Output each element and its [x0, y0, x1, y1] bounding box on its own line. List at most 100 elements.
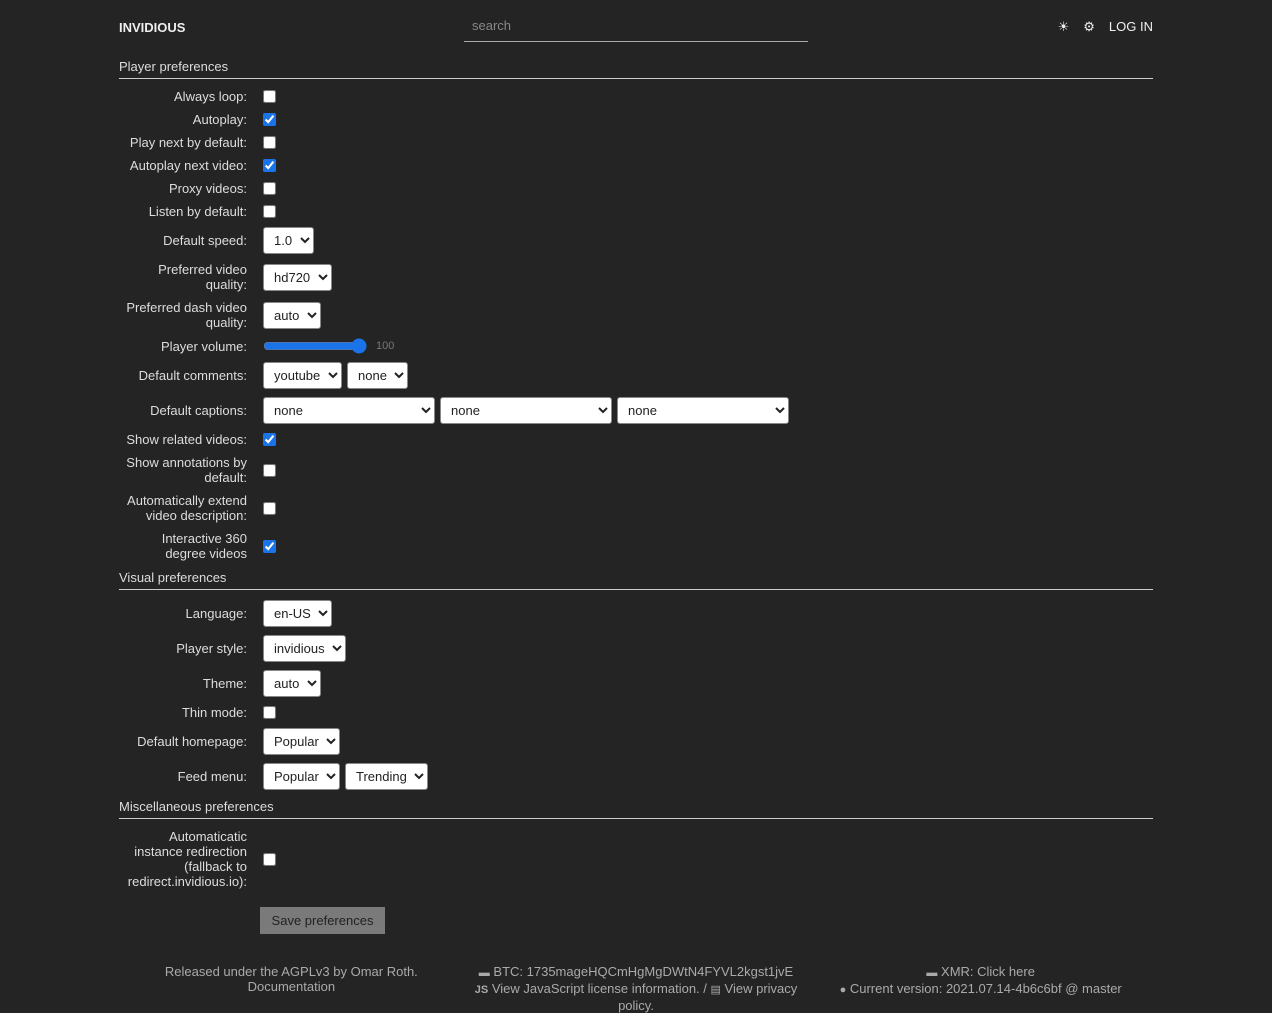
- checkbox[interactable]: [263, 501, 276, 515]
- pref-label: Default captions:: [150, 403, 247, 418]
- brand[interactable]: INVIDIOUS: [119, 20, 186, 35]
- container: INVIDIOUS search ☀ ⚙ LOG IN Player prefe…: [119, 0, 1153, 1013]
- links-row: JS View JavaScript license information. …: [464, 981, 809, 1013]
- dropdown[interactable]: invidious: [263, 635, 346, 662]
- dropdown[interactable]: hd720: [263, 263, 332, 291]
- preferences-icon[interactable]: ⚙: [1083, 19, 1095, 34]
- pref-control: [263, 852, 276, 866]
- js-icon: JS: [474, 984, 489, 996]
- dropdown[interactable]: en-US: [263, 600, 332, 627]
- checkbox[interactable]: [263, 136, 276, 149]
- pref-label: Always loop:: [174, 89, 247, 104]
- pref-label: Player style:: [176, 641, 247, 656]
- checkbox[interactable]: [263, 463, 276, 477]
- pref-label: Listen by default:: [148, 204, 247, 219]
- dropdown[interactable]: auto: [263, 670, 321, 697]
- pref-label: Automatically extend video description:: [127, 493, 247, 523]
- pref-label: Play next by default:: [129, 135, 247, 150]
- checkbox[interactable]: [263, 706, 276, 719]
- pref-control: Popular Trending: [263, 763, 428, 790]
- pref-row: Player volume: 100: [119, 334, 1153, 358]
- search-box[interactable]: search: [464, 18, 808, 42]
- version-row: ● Current version: 2021.07.14-4b6c6bf @ …: [808, 981, 1153, 998]
- pref-label: Thin mode:: [181, 705, 247, 720]
- checkbox[interactable]: [263, 539, 276, 553]
- pref-row: Thin mode:: [119, 701, 1153, 724]
- pref-control: auto: [263, 670, 321, 697]
- pref-label: Default speed:: [163, 233, 247, 248]
- checkbox[interactable]: [263, 852, 276, 866]
- pref-control: Popular: [263, 728, 340, 755]
- pref-control: [263, 159, 276, 172]
- doc-icon: ▤: [710, 984, 721, 996]
- footer-left: Released under the AGPLv3 by Omar Roth. …: [119, 964, 464, 1013]
- pref-control: 100: [263, 338, 394, 354]
- pref-control: 1.0: [263, 227, 314, 254]
- pref-control: [263, 182, 276, 195]
- pref-row: Default captions: none none none: [119, 393, 1153, 428]
- checkbox[interactable]: [263, 113, 276, 126]
- checkbox[interactable]: [263, 205, 276, 218]
- license-text: Released under the AGPLv3 by Omar Roth.: [164, 964, 418, 979]
- pref-control: [263, 539, 276, 553]
- pref-row: Automaticatic instance redirection (fall…: [119, 825, 1153, 893]
- pref-label: Theme:: [202, 676, 247, 691]
- dropdown[interactable]: none: [617, 397, 789, 424]
- save-button[interactable]: Save preferences: [260, 907, 385, 934]
- pref-row: Autoplay next video:: [119, 154, 1153, 177]
- dropdown[interactable]: Popular: [263, 728, 340, 755]
- checkbox[interactable]: [263, 433, 276, 446]
- login-link[interactable]: LOG IN: [1108, 19, 1153, 34]
- pref-row: Preferred dash video quality: auto: [119, 296, 1153, 334]
- dropdown[interactable]: none: [347, 362, 408, 389]
- js-license-link[interactable]: View JavaScript license information. /: [491, 981, 707, 996]
- pref-row: Automatically extend video description:: [119, 489, 1153, 527]
- section-title: Player preferences: [119, 54, 1153, 79]
- pref-label: Language:: [185, 606, 247, 621]
- pref-control: [263, 706, 276, 719]
- pref-control: youtube none: [263, 362, 408, 389]
- footer-right: ▬ XMR: Click here ● Current version: 202…: [808, 964, 1153, 1013]
- pref-control: [263, 433, 276, 446]
- wallet-icon: ▬: [478, 967, 490, 979]
- checkbox[interactable]: [263, 159, 276, 172]
- pref-row: Listen by default:: [119, 200, 1153, 223]
- pref-label: Automaticatic instance redirection (fall…: [127, 829, 247, 889]
- pref-row: Player style: invidious: [119, 631, 1153, 666]
- btc-row: ▬ BTC: 1735mageHQCmHgMgDWtN4FYVL2kgst1jv…: [464, 964, 809, 981]
- dropdown[interactable]: 1.0: [263, 227, 314, 254]
- pref-row: Show annotations by default:: [119, 451, 1153, 489]
- pref-row: Default homepage: Popular: [119, 724, 1153, 759]
- pref-row: Language: en-US: [119, 596, 1153, 631]
- pref-row: Autoplay:: [119, 108, 1153, 131]
- dropdown[interactable]: auto: [263, 301, 321, 329]
- dropdown[interactable]: Popular: [263, 763, 340, 790]
- dropdown[interactable]: none: [440, 397, 612, 424]
- xmr-row: ▬ XMR: Click here: [808, 964, 1153, 981]
- xmr-link[interactable]: XMR: Click here: [941, 964, 1035, 979]
- pref-control: [263, 501, 276, 515]
- pref-label: Preferred dash video quality:: [126, 300, 247, 330]
- pref-row: Proxy videos:: [119, 177, 1153, 200]
- pref-label: Interactive 360 degree videos: [161, 531, 247, 561]
- volume-slider[interactable]: [263, 338, 367, 354]
- theme-toggle[interactable]: ☀: [1057, 19, 1070, 34]
- pref-label: Show related videos:: [126, 432, 247, 447]
- pref-label: Proxy videos:: [168, 181, 247, 196]
- pref-row: Play next by default:: [119, 131, 1153, 154]
- dropdown[interactable]: Trending: [345, 763, 428, 790]
- pref-row: Always loop:: [119, 85, 1153, 108]
- dropdown[interactable]: youtube: [263, 362, 342, 389]
- section-title: Visual preferences: [119, 565, 1153, 590]
- pref-label: Default comments:: [138, 368, 247, 383]
- footer: Released under the AGPLv3 by Omar Roth. …: [119, 964, 1153, 1013]
- documentation-link[interactable]: Documentation: [247, 979, 336, 994]
- dropdown[interactable]: none: [263, 397, 435, 424]
- pref-row: Default comments: youtube none: [119, 358, 1153, 393]
- checkbox[interactable]: [263, 90, 276, 103]
- pref-control: hd720: [263, 263, 332, 291]
- checkbox[interactable]: [263, 182, 276, 195]
- pref-control: none none none: [263, 397, 789, 424]
- pref-row: Feed menu: Popular Trending: [119, 759, 1153, 794]
